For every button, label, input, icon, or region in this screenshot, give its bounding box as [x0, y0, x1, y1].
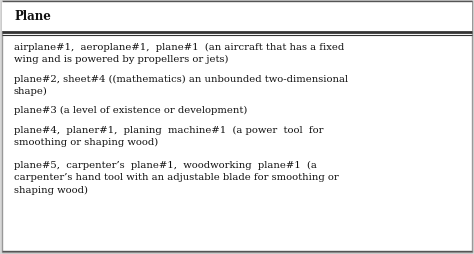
- Text: airplane#1,  aeroplane#1,  plane#1  (an aircraft that has a fixed
wing and is po: airplane#1, aeroplane#1, plane#1 (an air…: [14, 43, 344, 64]
- Text: plane#4,  planer#1,  planing  machine#1  (a power  tool  for
smoothing or shapin: plane#4, planer#1, planing machine#1 (a …: [14, 125, 323, 147]
- Bar: [2, 2, 472, 32]
- Text: plane#3 (a level of existence or development): plane#3 (a level of existence or develop…: [14, 106, 247, 115]
- Text: Plane: Plane: [14, 10, 51, 23]
- Text: plane#5,  carpenter’s  plane#1,  woodworking  plane#1  (a
carpenter’s hand tool : plane#5, carpenter’s plane#1, woodworkin…: [14, 160, 339, 194]
- Text: plane#2, sheet#4 ((mathematics) an unbounded two-dimensional
shape): plane#2, sheet#4 ((mathematics) an unbou…: [14, 75, 348, 96]
